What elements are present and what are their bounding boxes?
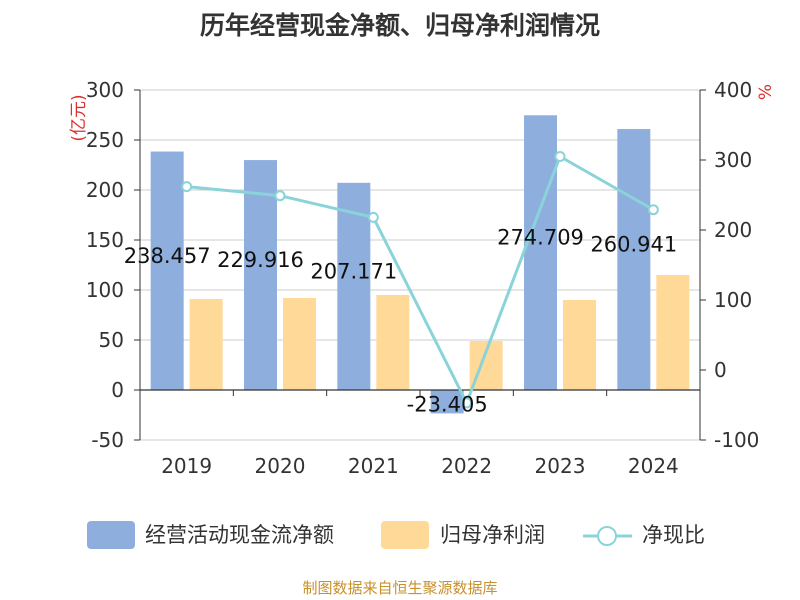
x-category-label: 2021	[348, 454, 399, 478]
ratio-point	[367, 211, 379, 223]
bar-net-profit	[283, 298, 316, 390]
legend-label-ratio: 净现比	[642, 523, 705, 547]
bar-net-profit	[376, 295, 410, 390]
data-label-cash-flow: 260.941	[590, 233, 677, 257]
y-right-unit-label: %	[756, 84, 776, 100]
bar-cash-flow	[337, 182, 371, 390]
ratio-line	[186, 154, 655, 407]
legend-item-ratio[interactable]: 净现比	[583, 523, 705, 547]
y-left-unit-label: (亿元)	[69, 94, 89, 141]
y-right-tick-label: 300	[714, 148, 752, 172]
x-category-label: 2020	[255, 454, 306, 478]
y-left-tick-label: 200	[86, 178, 124, 202]
legend-swatch-profit	[381, 521, 429, 549]
legend-item-cash[interactable]: 经营活动现金流净额	[87, 521, 334, 549]
bar-cash-flow	[524, 115, 557, 390]
ratio-point	[461, 397, 473, 409]
legend[interactable]: 经营活动现金流净额 归母净利润 净现比	[87, 521, 705, 549]
y-right-tick-label: 400	[714, 78, 752, 102]
x-category-label: 2019	[161, 454, 212, 478]
x-category-label: 2024	[628, 454, 679, 478]
data-label-cash-flow: 274.709	[497, 226, 584, 250]
legend-label-profit: 归母净利润	[440, 523, 545, 547]
x-category-label: 2022	[441, 454, 492, 478]
bar-cash-flow	[244, 160, 277, 390]
y-left-tick-label: 300	[86, 78, 124, 102]
y-right-tick-label: 200	[714, 218, 752, 242]
x-category-label: 2023	[535, 454, 586, 478]
legend-swatch-ratio-marker	[597, 526, 617, 546]
ratio-point	[181, 181, 193, 193]
y-left-tick-label: 150	[86, 228, 124, 252]
data-label-cash-flow: -23.405	[407, 392, 488, 416]
ratio-point	[554, 151, 566, 162]
y-right-tick-label: -100	[714, 428, 759, 452]
y-right-tick-label: 100	[714, 288, 752, 312]
y-left-tick-label: 50	[99, 328, 124, 352]
legend-label-cash: 经营活动现金流净额	[145, 523, 334, 547]
ratio-line-series	[181, 151, 659, 409]
bars	[150, 115, 690, 414]
data-labels: 238.457 229.916 207.171 -23.405 274.709 260.9…	[124, 226, 678, 417]
bar-net-profit	[189, 299, 223, 390]
y-left-tick-label: 250	[86, 128, 124, 152]
data-label-cash-flow: 207.171	[310, 259, 397, 283]
y-left-tick-label: -50	[91, 428, 124, 452]
legend-item-profit[interactable]: 归母净利润	[381, 521, 545, 549]
chart-title: 历年经营现金净额、归母净利润情况	[200, 11, 600, 40]
data-label-cash-flow: 229.916	[217, 248, 304, 272]
bar-net-profit	[656, 275, 690, 390]
data-label-cash-flow: 238.457	[124, 244, 211, 268]
y-left-tick-label: 0	[111, 378, 124, 402]
source-note: 制图数据来自恒生聚源数据库	[302, 579, 497, 597]
bar-net-profit	[563, 300, 596, 390]
y-left-tick-label: 100	[86, 278, 124, 302]
y-right-tick-label: 0	[714, 358, 727, 382]
bar-cash-flow	[617, 129, 651, 390]
legend-swatch-cash	[87, 521, 135, 549]
bar-cash-flow	[430, 390, 464, 414]
axes: -50 0 50 100 150 200 250 300 -100 0 100 200 300 400 20…	[86, 78, 760, 478]
ratio-point	[647, 204, 659, 216]
ratio-point	[274, 190, 286, 202]
bar-cash-flow	[150, 151, 184, 390]
